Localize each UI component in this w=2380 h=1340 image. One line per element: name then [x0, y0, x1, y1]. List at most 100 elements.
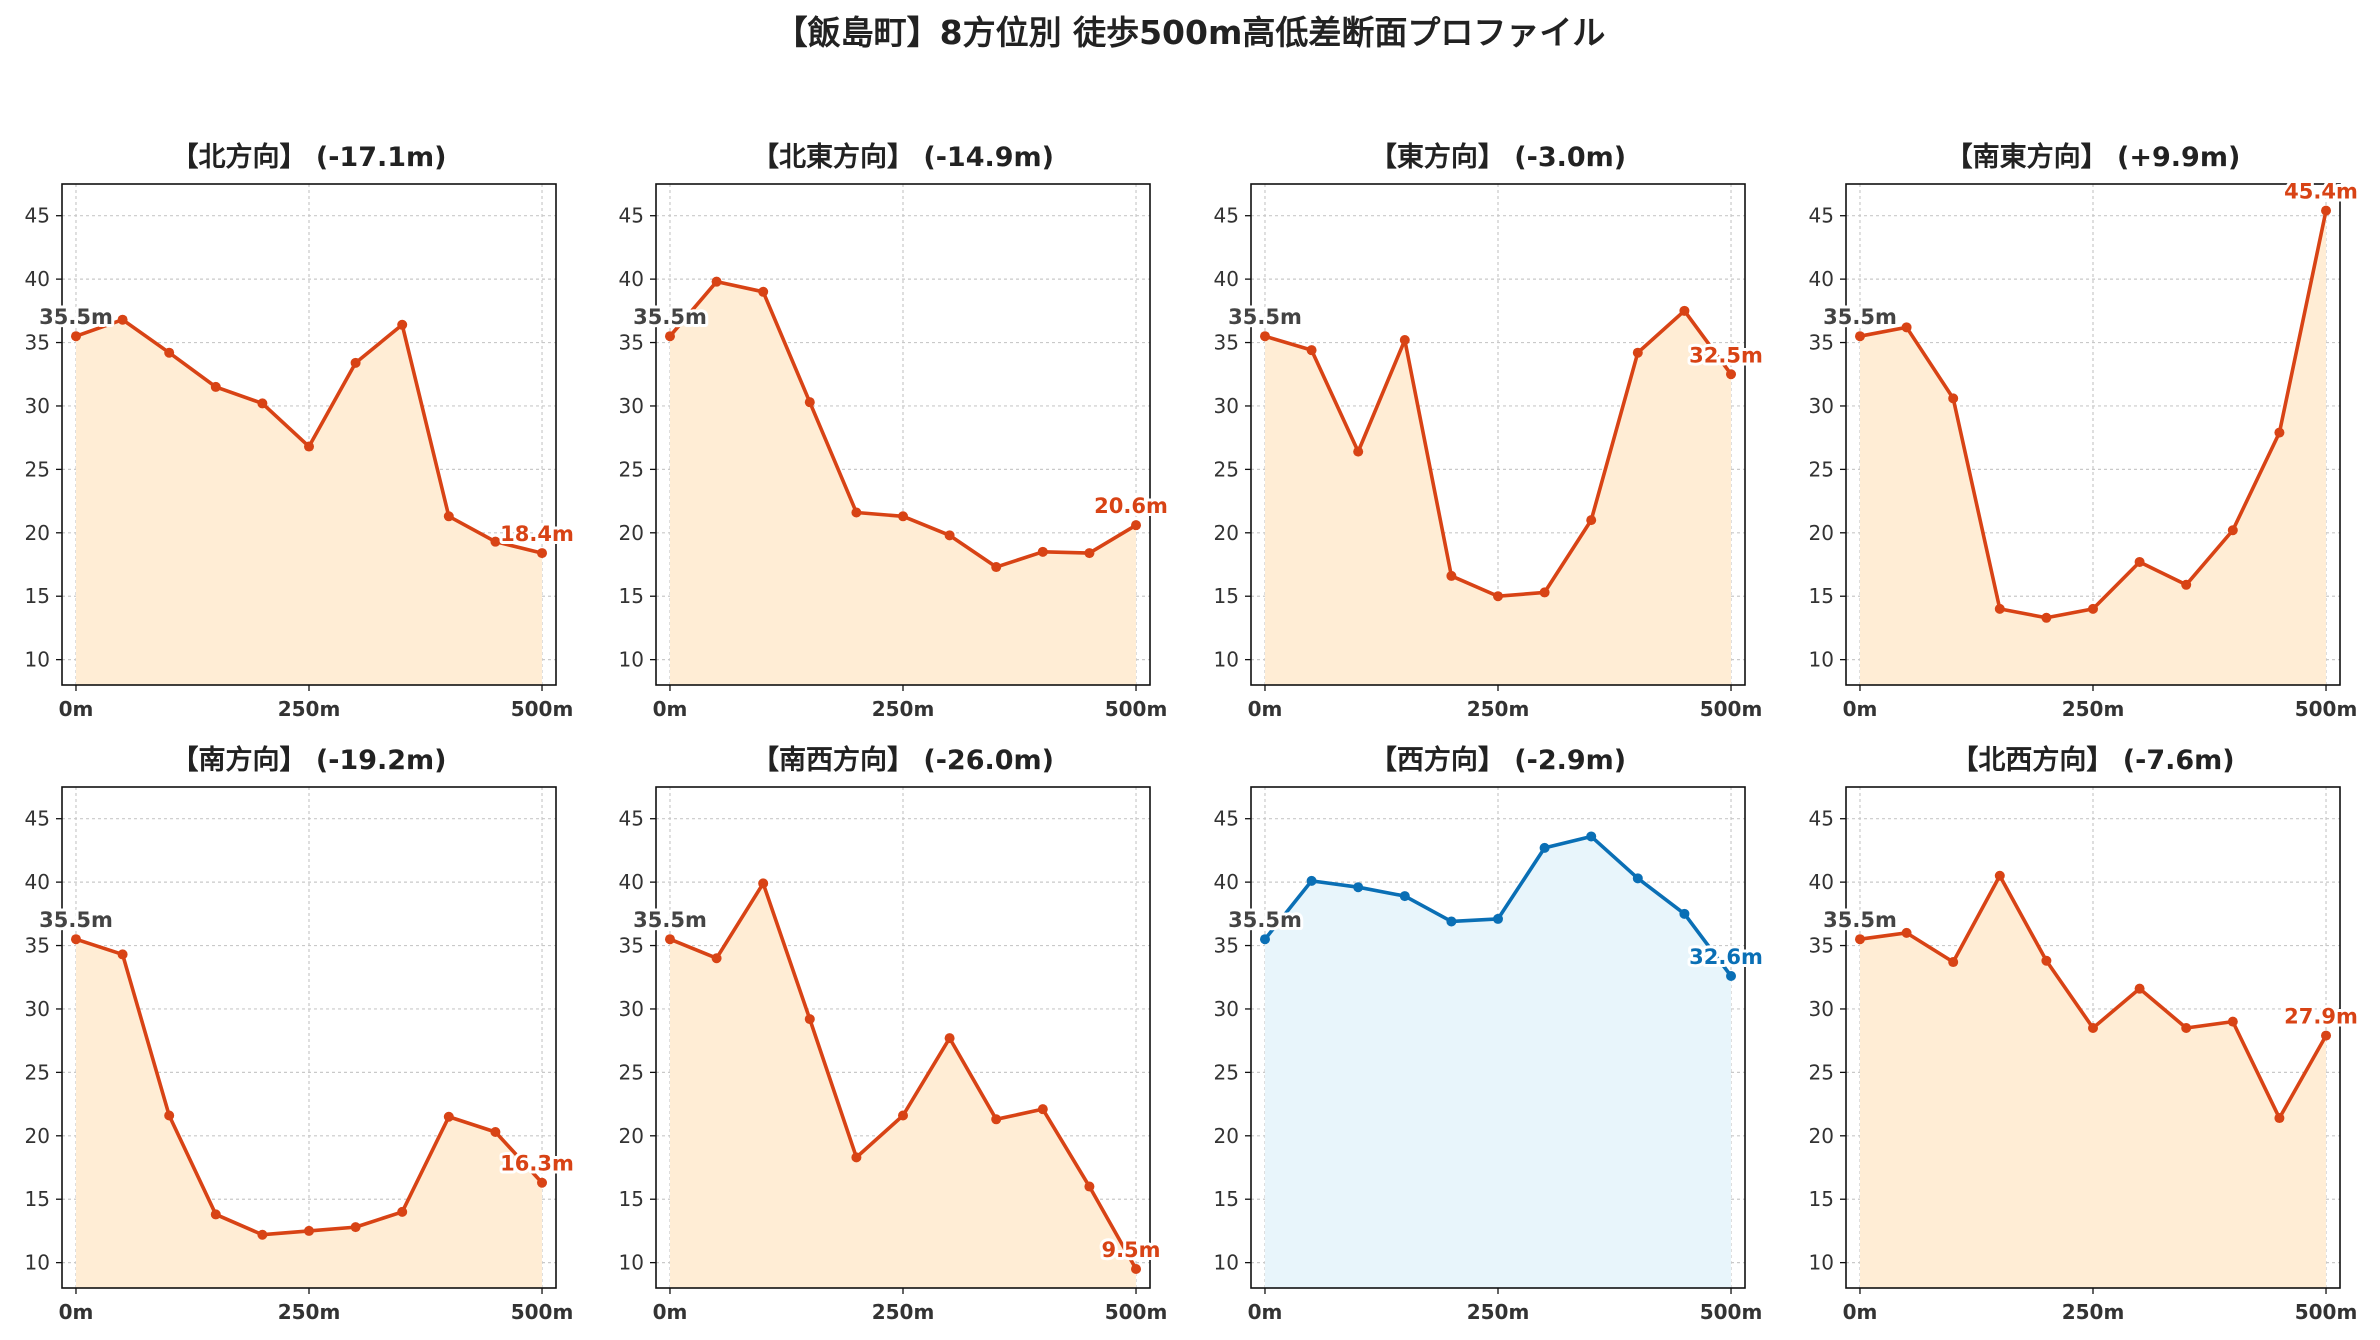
- elevation-point: [1854, 331, 1865, 342]
- y-tick-label: 20: [25, 521, 50, 545]
- y-tick-label: 15: [25, 1187, 50, 1211]
- elevation-point: [304, 441, 314, 452]
- elevation-point: [164, 347, 175, 358]
- elevation-point: [2041, 955, 2052, 966]
- subplot-panel: 【西方向】 (-2.9m) 10 15 20 25 30 35 40 45 0m 250m 500m 3…: [1214, 744, 1766, 1324]
- x-tick-label: 500m: [511, 697, 574, 721]
- x-tick-label: 500m: [511, 1300, 574, 1324]
- elevation-point: [2227, 525, 2238, 536]
- subplot-panel: 【東方向】 (-3.0m) 10 15 20 25 30 35 40 45 0m 250m 500m 3…: [1214, 141, 1766, 721]
- elevation-point: [397, 319, 408, 330]
- y-tick-label: 35: [25, 934, 50, 958]
- y-tick-label: 25: [1809, 1060, 1834, 1084]
- y-tick-label: 40: [1809, 870, 1834, 894]
- elevation-point: [1901, 322, 1912, 333]
- elevation-area: [75, 939, 543, 1288]
- x-tick-label: 500m: [1700, 697, 1763, 721]
- elevation-point: [664, 331, 675, 342]
- subplot-panel: 【南西方向】 (-26.0m) 10 15 20 25 30 35 40 45 0m 250m 500…: [619, 744, 1168, 1324]
- y-tick-label: 45: [1214, 807, 1239, 831]
- x-tick-label: 250m: [2062, 697, 2125, 721]
- elevation-point: [2088, 1022, 2098, 1033]
- elevation-point: [1726, 369, 1737, 380]
- subplot-panel: 【北西方向】 (-7.6m) 10 15 20 25 30 35 40 45 0m 250m 500m…: [1809, 744, 2361, 1324]
- elevation-point: [2041, 612, 2052, 623]
- elevation-point: [1037, 1104, 1048, 1115]
- y-tick-label: 15: [25, 584, 50, 608]
- elevation-point: [2088, 603, 2098, 614]
- elevation-point: [1679, 305, 1690, 316]
- x-tick-label: 0m: [1843, 697, 1878, 721]
- elevation-point: [210, 1209, 221, 1220]
- y-tick-label: 10: [25, 1251, 50, 1275]
- end-elevation-label: 32.6m: [1689, 945, 1763, 969]
- elevation-point: [1586, 831, 1597, 842]
- y-tick-label: 25: [25, 1060, 50, 1084]
- elevation-point: [1948, 957, 1959, 968]
- elevation-point: [898, 1110, 908, 1121]
- elevation-point: [804, 1014, 815, 1025]
- x-tick-label: 500m: [1105, 697, 1168, 721]
- x-tick-label: 250m: [278, 697, 341, 721]
- x-tick-label: 250m: [1467, 697, 1530, 721]
- elevation-point: [758, 878, 769, 889]
- elevation-area: [75, 319, 543, 685]
- elevation-point: [851, 1152, 862, 1163]
- y-tick-label: 20: [619, 1124, 644, 1148]
- y-tick-label: 35: [619, 934, 644, 958]
- elevation-point: [1679, 908, 1690, 919]
- y-tick-label: 45: [1809, 807, 1834, 831]
- y-tick-label: 15: [1809, 1187, 1834, 1211]
- elevation-point: [1493, 913, 1503, 924]
- elevation-point: [1399, 891, 1410, 902]
- y-tick-label: 30: [25, 394, 50, 418]
- elevation-area: [1264, 836, 1732, 1288]
- y-tick-label: 40: [1214, 870, 1239, 894]
- elevation-point: [2274, 1113, 2285, 1124]
- elevation-point: [2227, 1016, 2238, 1027]
- y-tick-label: 35: [25, 331, 50, 355]
- subplot-title: 【西方向】 (-2.9m): [1370, 744, 1626, 776]
- elevation-point: [1726, 970, 1737, 981]
- subplot-title: 【東方向】 (-3.0m): [1370, 141, 1626, 173]
- y-tick-label: 45: [1809, 204, 1834, 228]
- elevation-point: [1037, 546, 1048, 557]
- y-tick-label: 20: [1214, 521, 1239, 545]
- elevation-point: [1131, 1263, 1142, 1274]
- x-tick-label: 500m: [2295, 697, 2358, 721]
- elevation-point: [490, 1126, 501, 1137]
- y-tick-label: 20: [1214, 1124, 1239, 1148]
- y-tick-label: 10: [1214, 1251, 1239, 1275]
- y-tick-label: 20: [619, 521, 644, 545]
- y-tick-label: 45: [619, 204, 644, 228]
- subplot-title: 【南西方向】 (-26.0m): [752, 744, 1054, 776]
- subplot-title: 【南東方向】 (+9.9m): [1946, 141, 2241, 173]
- y-tick-label: 35: [1809, 934, 1834, 958]
- y-tick-label: 40: [1809, 267, 1834, 291]
- start-elevation-label: 35.5m: [1823, 305, 1897, 329]
- elevation-point: [1084, 548, 1095, 559]
- y-tick-label: 10: [25, 648, 50, 672]
- start-elevation-label: 35.5m: [1228, 305, 1302, 329]
- elevation-area: [669, 281, 1137, 685]
- elevation-point: [210, 381, 221, 392]
- x-tick-label: 0m: [59, 1300, 94, 1324]
- x-tick-label: 250m: [2062, 1300, 2125, 1324]
- y-tick-label: 15: [619, 584, 644, 608]
- elevation-point: [1632, 347, 1643, 358]
- y-tick-label: 15: [1214, 584, 1239, 608]
- x-tick-label: 0m: [1248, 1300, 1283, 1324]
- y-tick-label: 35: [1214, 331, 1239, 355]
- subplot-title: 【北西方向】 (-7.6m): [1951, 744, 2234, 776]
- elevation-point: [1084, 1181, 1095, 1192]
- y-tick-label: 15: [1809, 584, 1834, 608]
- y-tick-label: 40: [25, 870, 50, 894]
- x-tick-label: 500m: [1700, 1300, 1763, 1324]
- elevation-point: [1994, 603, 2005, 614]
- y-tick-label: 40: [619, 870, 644, 894]
- x-tick-label: 0m: [59, 697, 94, 721]
- elevation-point: [711, 276, 722, 287]
- elevation-point: [1353, 882, 1364, 893]
- elevation-point: [1539, 587, 1550, 598]
- y-tick-label: 30: [1214, 394, 1239, 418]
